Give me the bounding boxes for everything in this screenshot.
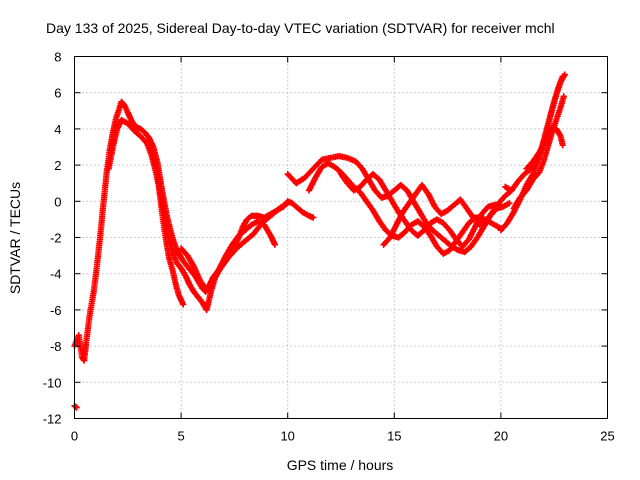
plot-frame	[74, 56, 608, 419]
series-track-11	[497, 71, 569, 234]
y-tick-label: -10	[43, 375, 62, 390]
x-tick-label: 0	[71, 429, 78, 444]
y-tick-label: 4	[54, 122, 61, 137]
series-track-13	[523, 123, 566, 172]
y-tick-label: -12	[43, 412, 62, 427]
x-tick-label: 10	[280, 429, 294, 444]
y-axis-label: SDTVAR / TECUs	[7, 182, 23, 294]
series-track-8	[337, 170, 505, 250]
series-track-5	[177, 217, 279, 294]
series-track-1	[71, 402, 80, 411]
x-tick-label: 20	[494, 429, 508, 444]
x-tick-label: 15	[387, 429, 401, 444]
x-axis-label: GPS time / hours	[287, 457, 394, 473]
x-tick-label: 5	[177, 429, 184, 444]
axis-ticks: 0 5 10 15 20 25 -12 -10 -8 -6 -4 -2 0 2 4 6 8	[43, 50, 615, 444]
y-tick-label: 6	[54, 86, 61, 101]
y-tick-label: 8	[54, 50, 61, 65]
grid	[74, 56, 608, 419]
y-tick-label: -6	[50, 303, 62, 318]
x-tick-label: 25	[600, 429, 614, 444]
chart-title: Day 133 of 2025, Sidereal Day-to-day VTE…	[46, 20, 555, 36]
y-tick-label: 2	[54, 158, 61, 173]
series-track-9	[380, 181, 515, 248]
y-tick-label: -8	[50, 339, 62, 354]
y-tick-label: -2	[50, 231, 62, 246]
y-tick-label: -4	[50, 267, 62, 282]
y-tick-label: 0	[54, 194, 61, 209]
series-track-2	[71, 98, 317, 364]
series-track-4	[145, 143, 187, 308]
plot-area	[71, 71, 569, 411]
